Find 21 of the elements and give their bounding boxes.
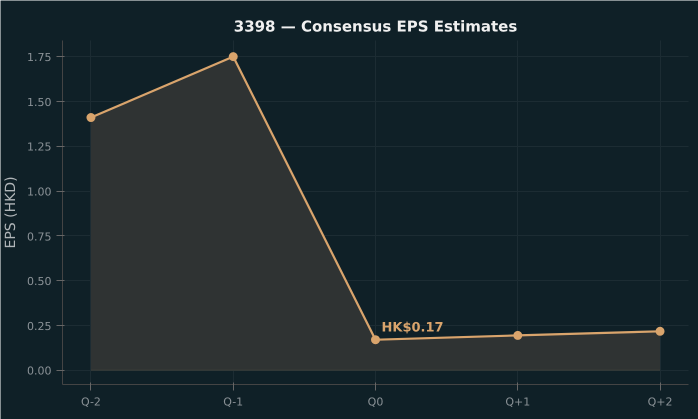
annotation: HK$0.17 [382, 320, 444, 336]
point [371, 335, 380, 344]
y-tick-label: 0.75 [27, 230, 52, 244]
y-tick-label: 0.25 [27, 320, 52, 333]
y-axis-title: EPS (HKD) [3, 176, 20, 249]
point [228, 52, 238, 62]
y-tick-label: 1.50 [27, 96, 52, 109]
x-tick-label: Q+1 [505, 396, 530, 408]
y-tick-label: 1.25 [27, 140, 52, 154]
y-tick-label: 1.00 [27, 186, 52, 198]
x-tick-label: Q+2 [648, 396, 672, 408]
x-tick-label: Q0 [368, 396, 384, 408]
x-tick-label: Q-1 [223, 396, 244, 408]
x-tick-label: Q-2 [80, 396, 101, 408]
point [513, 330, 522, 340]
chart-title: 3398 — Consensus EPS Estimates [234, 18, 518, 36]
point [656, 326, 665, 336]
y-tick-label: 0.50 [27, 275, 52, 288]
y-tick-label: 0.00 [27, 364, 52, 378]
y-tick-label: 1.75 [27, 51, 52, 64]
point [86, 113, 96, 122]
